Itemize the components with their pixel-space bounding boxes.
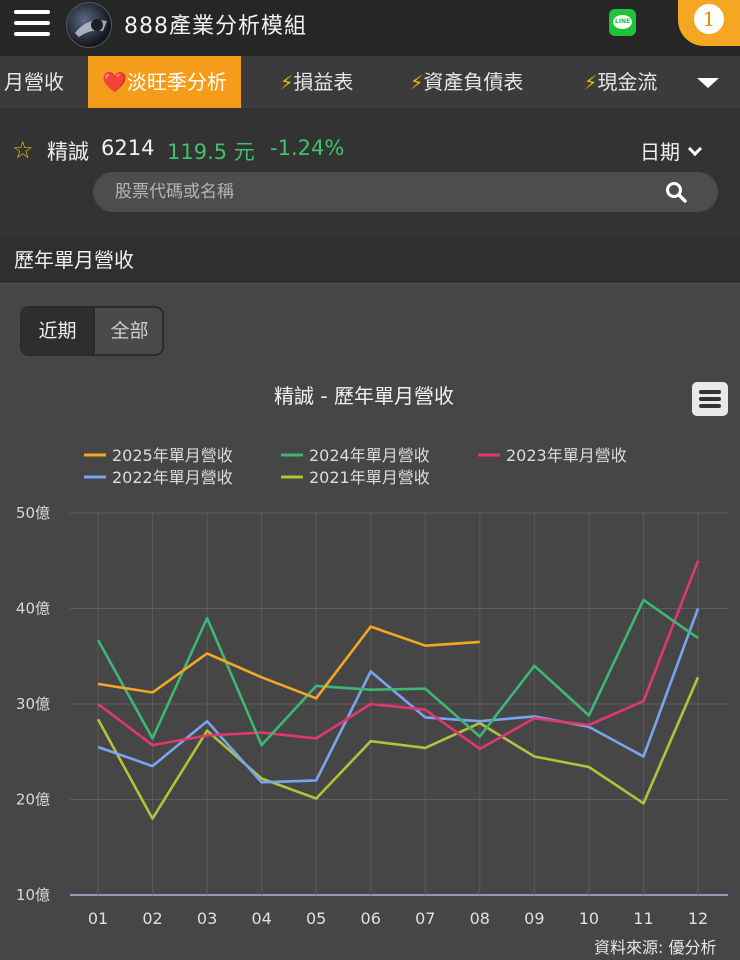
tab-balance-sheet[interactable]: ⚡資產負債表	[410, 70, 524, 94]
y-tick-label: 10億	[16, 886, 50, 904]
stock-change: -1.24%	[270, 136, 345, 160]
legend-item: 2022年單月營收	[112, 468, 233, 487]
chart-menu-button[interactable]	[692, 382, 728, 416]
hamburger-menu-icon[interactable]	[14, 10, 50, 38]
x-tick-label: 04	[251, 909, 271, 928]
tab-seasonality[interactable]: ❤️淡旺季分析	[88, 56, 241, 108]
x-tick-label: 08	[470, 909, 490, 928]
revenue-line-chart: 10億 20億 30億 40億 50億 01 02 03 04 05 06 07 08 09 10 11 12 2…	[16, 446, 728, 928]
stock-info-bar: ☆ 精誠 6214 119.5 元 -1.24% 日期	[0, 108, 740, 238]
y-tick-label: 50億	[16, 504, 50, 522]
chevron-down-icon	[687, 141, 703, 157]
y-tick-label: 30億	[16, 695, 50, 713]
caret-down-icon	[697, 78, 719, 88]
legend-item: 2023年單月營收	[506, 446, 627, 465]
tab-monthly-revenue[interactable]: 月營收	[4, 70, 64, 94]
range-recent-button[interactable]: 近期	[22, 308, 93, 354]
lightning-icon: ⚡	[280, 72, 294, 94]
legend-item: 2021年單月營收	[309, 468, 430, 487]
x-tick-label: 03	[197, 909, 217, 928]
chart-panel: 近期 全部 精誠 - 歷年單月營收 10億 20億 30億 40億 50億 01 02 03 0…	[0, 284, 740, 960]
series-line	[97, 608, 700, 784]
y-tick-label: 20億	[16, 791, 50, 809]
series-line	[96, 598, 699, 747]
analysis-tabs: 月營收 ❤️淡旺季分析 ⚡損益表 ⚡資產負債表 ⚡現金流	[0, 56, 740, 108]
section-title: 歷年單月營收	[14, 248, 134, 272]
stock-price: 119.5 元	[167, 140, 255, 164]
top-bar: 888產業分析模組 LINE 1	[0, 0, 740, 56]
series-line	[97, 560, 700, 751]
stock-name: 精誠	[47, 140, 89, 164]
search-bar	[93, 172, 718, 212]
legend-item: 2025年單月營收	[112, 446, 233, 465]
search-input[interactable]	[115, 172, 655, 212]
notification-button[interactable]: 1	[678, 0, 740, 46]
chart-title: 精誠 - 歷年單月營收	[274, 384, 454, 408]
series-line	[97, 625, 480, 700]
lightning-icon: ⚡	[584, 72, 598, 94]
notification-badge: 1	[694, 4, 724, 34]
tab-cash-flow[interactable]: ⚡現金流	[584, 70, 658, 94]
heart-icon: ❤️	[102, 70, 127, 94]
x-tick-label: 06	[361, 909, 381, 928]
lightning-icon: ⚡	[410, 72, 424, 94]
more-tabs-button[interactable]	[676, 56, 740, 108]
x-tick-label: 07	[415, 909, 435, 928]
y-tick-label: 40億	[16, 600, 50, 618]
star-icon[interactable]: ☆	[12, 136, 34, 164]
date-dropdown[interactable]: 日期	[640, 136, 703, 165]
x-tick-label: 02	[142, 909, 162, 928]
legend-item: 2024年單月營收	[309, 446, 430, 465]
series-line	[96, 676, 700, 820]
data-source-credit: 資料來源: 優分析	[594, 938, 717, 957]
section-header: 歷年單月營收	[0, 236, 740, 284]
tab-income-statement[interactable]: ⚡損益表	[280, 70, 354, 94]
x-tick-label: 12	[688, 909, 708, 928]
line-icon[interactable]: LINE	[609, 9, 636, 36]
avatar[interactable]	[66, 2, 112, 48]
x-tick-label: 01	[88, 909, 108, 928]
stock-code: 6214	[101, 136, 155, 160]
x-tick-label: 05	[306, 909, 326, 928]
app-title: 888產業分析模組	[124, 14, 307, 39]
x-tick-label: 09	[524, 909, 544, 928]
x-tick-label: 11	[633, 909, 653, 928]
range-all-button[interactable]: 全部	[93, 308, 162, 354]
x-tick-label: 10	[579, 909, 599, 928]
search-icon[interactable]	[665, 181, 687, 203]
range-toggle: 近期 全部	[20, 306, 164, 356]
